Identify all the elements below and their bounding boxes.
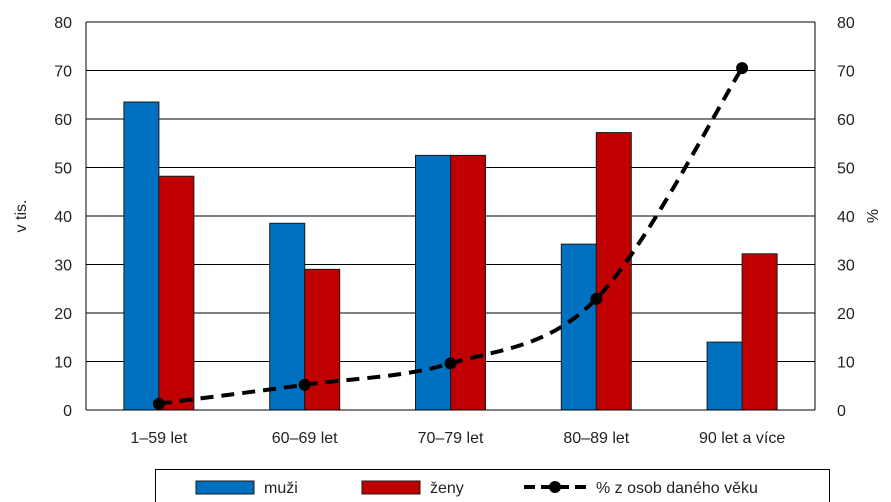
legend-label-zeny: ženy bbox=[430, 480, 464, 497]
percent-line-path bbox=[158, 67, 744, 406]
bar-muži-3 bbox=[560, 243, 597, 411]
left-tick-20: 20 bbox=[54, 306, 72, 323]
percent-point-2 bbox=[444, 357, 457, 370]
right-axis-ticks: 0 10 20 30 40 50 60 70 80 bbox=[837, 15, 855, 420]
left-axis-ticks: 0 10 20 30 40 50 60 70 80 bbox=[54, 15, 72, 420]
legend-label-muzi: muži bbox=[264, 480, 298, 497]
bar-ženy-2 bbox=[450, 154, 486, 411]
right-tick-0: 0 bbox=[837, 403, 846, 420]
axes bbox=[85, 22, 816, 411]
left-tick-50: 50 bbox=[54, 161, 72, 178]
bar-ženy-3 bbox=[595, 132, 632, 411]
right-tick-30: 30 bbox=[837, 258, 855, 275]
x-tick-1: 60–69 let bbox=[272, 430, 338, 447]
right-tick-40: 40 bbox=[837, 209, 855, 226]
right-tick-60: 60 bbox=[837, 112, 855, 129]
bar-ženy-1 bbox=[304, 268, 341, 411]
right-tick-10: 10 bbox=[837, 355, 855, 372]
bars bbox=[123, 101, 778, 411]
x-tick-2: 70–79 let bbox=[418, 430, 484, 447]
left-tick-70: 70 bbox=[54, 64, 72, 81]
left-tick-10: 10 bbox=[54, 355, 72, 372]
left-tick-0: 0 bbox=[63, 403, 72, 420]
left-tick-40: 40 bbox=[54, 209, 72, 226]
bar-muži-0 bbox=[123, 101, 160, 411]
left-tick-80: 80 bbox=[54, 15, 72, 32]
percent-point-4 bbox=[736, 62, 749, 75]
percent-point-3 bbox=[590, 292, 603, 305]
y2-axis-label: % bbox=[865, 209, 882, 223]
percent-point-0 bbox=[152, 397, 165, 410]
x-tick-4: 90 let a více bbox=[699, 430, 785, 447]
right-tick-80: 80 bbox=[837, 15, 855, 32]
percent-point-1 bbox=[298, 378, 311, 391]
left-tick-30: 30 bbox=[54, 258, 72, 275]
legend-swatch-muzi bbox=[195, 480, 255, 495]
bar-muži-4 bbox=[706, 341, 743, 411]
legend-label-percent: % z osob daného věku bbox=[596, 480, 758, 497]
x-tick-3: 80–89 let bbox=[563, 430, 629, 447]
bar-ženy-0 bbox=[158, 175, 195, 411]
x-tick-0: 1–59 let bbox=[130, 430, 187, 447]
x-axis-ticks: 1–59 let 60–69 let 70–79 let 80–89 let 90 le… bbox=[130, 430, 785, 447]
legend-box bbox=[155, 469, 830, 502]
left-tick-60: 60 bbox=[54, 112, 72, 129]
percent-line bbox=[152, 62, 749, 410]
legend: muži ženy % z osob daného věku bbox=[155, 469, 830, 502]
y-axis-label: v tis. bbox=[13, 200, 30, 233]
legend-swatch-marker bbox=[549, 481, 561, 493]
bar-ženy-4 bbox=[741, 253, 778, 411]
right-tick-70: 70 bbox=[837, 64, 855, 81]
legend-swatch-zeny bbox=[361, 480, 421, 495]
right-tick-50: 50 bbox=[837, 161, 855, 178]
right-tick-20: 20 bbox=[837, 306, 855, 323]
